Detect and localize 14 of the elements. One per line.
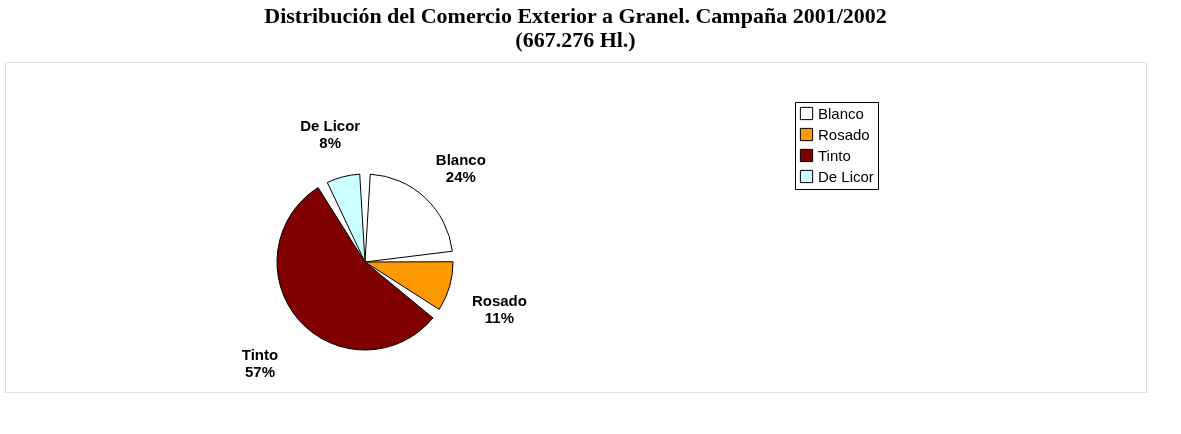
- data-label: 57%: [244, 362, 275, 380]
- text: Distribución del Comercio Exterior a Granel. Campaña 2001/2002: [264, 3, 887, 28]
- slice-label: De Licor: [300, 117, 361, 135]
- slice-label: Rosado: [471, 292, 527, 310]
- legend-label: Tinto: [818, 146, 851, 164]
- slice-label: Blanco: [435, 150, 486, 168]
- slice-label: Tinto: [241, 345, 279, 363]
- data-label: 8%: [319, 134, 342, 152]
- legend-label: De Licor: [818, 167, 874, 185]
- legend-label: Blanco: [818, 104, 864, 122]
- data-label: 24%: [445, 167, 476, 185]
- data-label: 11%: [484, 309, 515, 327]
- text: (667.276 Hl.): [515, 27, 636, 52]
- legend-label: Rosado: [818, 125, 870, 143]
